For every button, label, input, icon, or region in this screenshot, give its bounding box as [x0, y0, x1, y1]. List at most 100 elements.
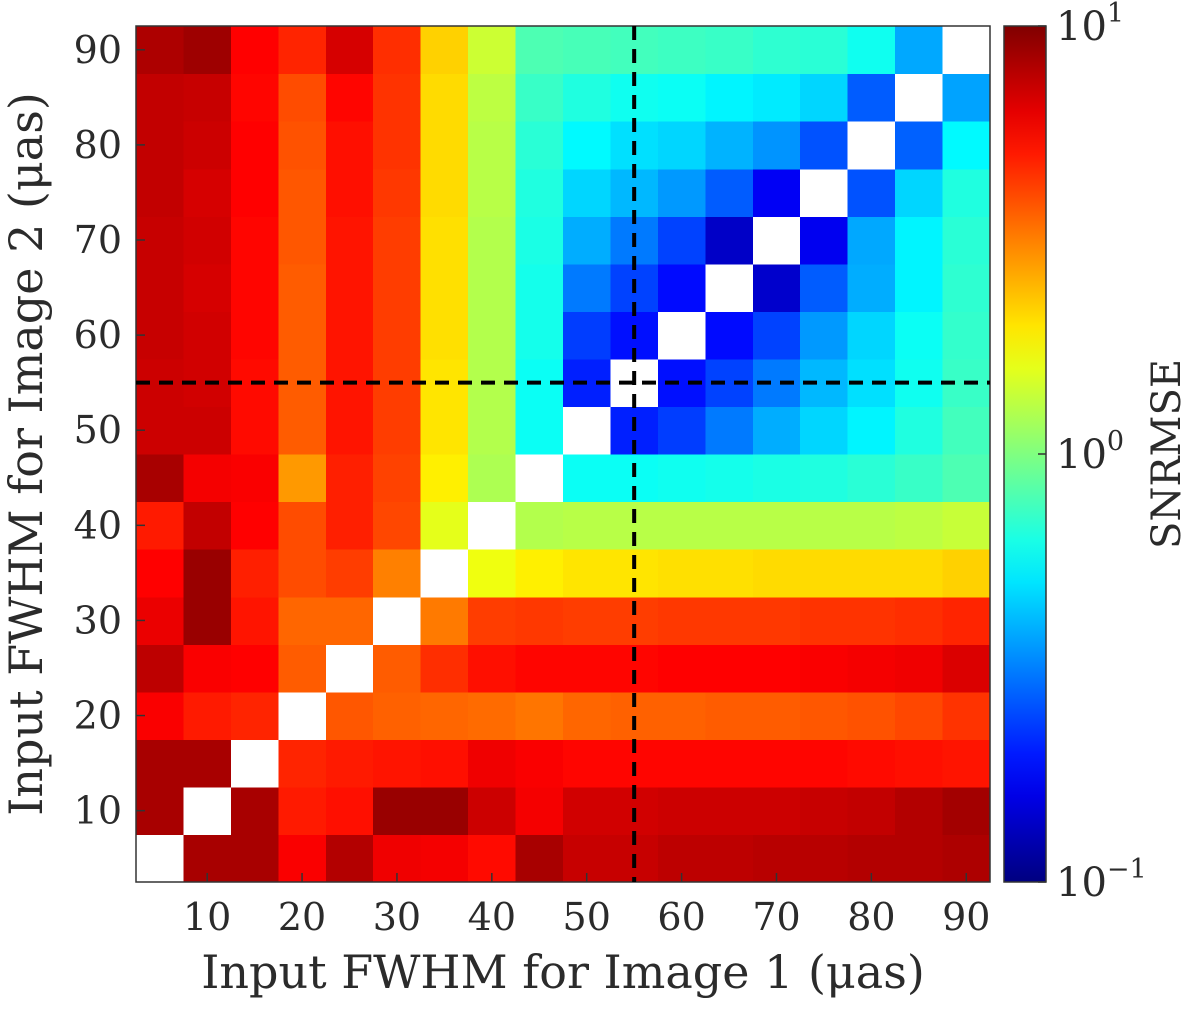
heatmap-cell: [752, 786, 801, 836]
heatmap-cell: [325, 786, 374, 836]
heatmap-cell: [136, 263, 185, 312]
heatmap-cell: [752, 168, 801, 217]
heatmap-cell: [563, 121, 612, 170]
heatmap-cell: [183, 739, 232, 788]
heatmap-cell: [800, 26, 849, 75]
heatmap-cell: [895, 263, 944, 312]
heatmap-cell: [420, 739, 469, 788]
heatmap-cell: [468, 596, 517, 645]
heatmap-cell: [942, 168, 991, 217]
heatmap-cell: [515, 121, 564, 170]
heatmap-cell: [515, 311, 564, 360]
heatmap-cell: [515, 691, 564, 740]
heatmap-cell: [657, 216, 706, 265]
heatmap-cell: [657, 644, 706, 693]
heatmap-cell: [657, 454, 706, 503]
heatmap-cell: [373, 216, 422, 265]
heatmap-cell: [800, 549, 849, 598]
heatmap-cell: [373, 644, 422, 693]
heatmap-cell: [800, 168, 849, 217]
heatmap-cell: [563, 501, 612, 550]
heatmap-cell: [373, 596, 422, 645]
heatmap-cell: [942, 786, 991, 836]
heatmap-cell: [847, 26, 896, 75]
heatmap-cell: [515, 834, 564, 883]
heatmap-cell: [752, 406, 801, 455]
heatmap-cell: [705, 216, 754, 265]
colorbar-tick-label: 101: [1056, 0, 1124, 50]
heatmap-cell: [657, 406, 706, 455]
heatmap-cell: [942, 739, 991, 788]
heatmap-cell: [752, 549, 801, 598]
heatmap-cell: [136, 454, 185, 503]
heatmap-cell: [705, 73, 754, 122]
heatmap-cell: [468, 691, 517, 740]
heatmap-cell: [183, 73, 232, 122]
heatmap-cell: [847, 454, 896, 503]
heatmap-cell: [325, 406, 374, 455]
heatmap-cell: [847, 644, 896, 693]
heatmap-cell: [468, 501, 517, 550]
heatmap-cell: [183, 691, 232, 740]
heatmap-cell: [136, 168, 185, 217]
heatmap-cell: [895, 311, 944, 360]
heatmap-cell: [942, 121, 991, 170]
heatmap-cell: [183, 311, 232, 360]
heatmap-cell: [278, 26, 327, 75]
heatmap-cell: [752, 644, 801, 693]
heatmap-cell: [563, 168, 612, 217]
heatmap-cell: [468, 549, 517, 598]
heatmap-cell: [895, 786, 944, 836]
y-tick-label: 20: [74, 694, 122, 738]
heatmap-cell: [847, 168, 896, 217]
heatmap-cell: [373, 739, 422, 788]
heatmap-cell: [752, 73, 801, 122]
heatmap-cell: [942, 73, 991, 122]
heatmap-cell: [895, 501, 944, 550]
heatmap-cell: [800, 73, 849, 122]
heatmap-cell: [847, 263, 896, 312]
heatmap-cell: [705, 644, 754, 693]
colorbar-label: SNRMSE: [1144, 359, 1190, 549]
heatmap-cell: [278, 549, 327, 598]
colorbar-tick-label: 10−1: [1056, 854, 1147, 906]
heatmap-cell: [420, 26, 469, 75]
heatmap-cell: [515, 596, 564, 645]
heatmap-cell: [657, 501, 706, 550]
heatmap-cell: [752, 739, 801, 788]
heatmap-cell: [373, 501, 422, 550]
heatmap-cell: [895, 26, 944, 75]
heatmap-cell: [752, 26, 801, 75]
colorbar-tick-label: 100: [1056, 426, 1124, 478]
heatmap-cell: [563, 216, 612, 265]
heatmap-cell: [230, 168, 279, 217]
heatmap-cell: [752, 454, 801, 503]
heatmap-cell: [942, 406, 991, 455]
heatmap-cell: [942, 216, 991, 265]
heatmap-cell: [563, 786, 612, 836]
heatmap-cell: [183, 549, 232, 598]
heatmap-cell: [278, 454, 327, 503]
heatmap-cell: [942, 596, 991, 645]
heatmap-cell: [468, 406, 517, 455]
heatmap-cell: [515, 263, 564, 312]
heatmap-cell: [895, 739, 944, 788]
heatmap-cell: [230, 691, 279, 740]
heatmap-cell: [325, 311, 374, 360]
heatmap-cell: [563, 691, 612, 740]
y-axis-ticks: 10 20 30 40 50 60 70 80 90: [74, 28, 145, 833]
y-tick-label: 90: [74, 28, 122, 72]
heatmap-cell: [325, 644, 374, 693]
heatmap-cell: [800, 406, 849, 455]
x-tick-label: 70: [752, 895, 800, 939]
heatmap-cell: [230, 121, 279, 170]
heatmap-cell: [563, 454, 612, 503]
heatmap-cell: [373, 691, 422, 740]
heatmap-cell: [515, 786, 564, 836]
heatmap-cell: [657, 168, 706, 217]
heatmap-cell: [468, 739, 517, 788]
heatmap-cell: [705, 406, 754, 455]
heatmap-cell: [847, 786, 896, 836]
